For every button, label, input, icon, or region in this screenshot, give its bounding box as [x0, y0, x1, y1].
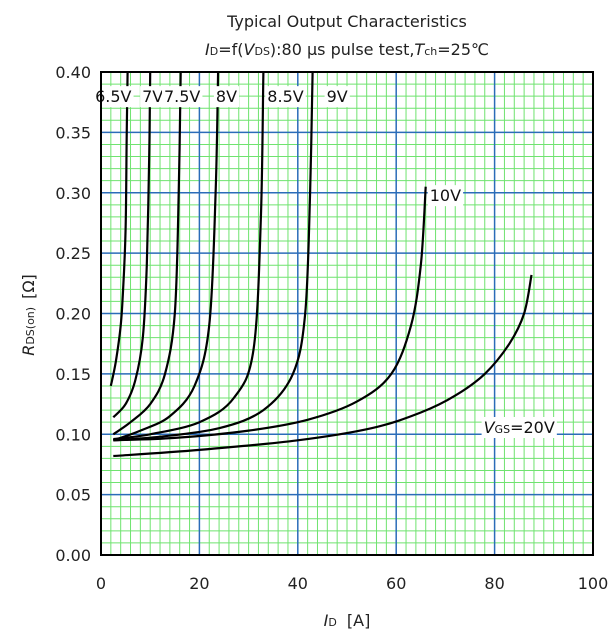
- curve-label: 8V: [216, 87, 237, 106]
- curve-label-background: [140, 86, 166, 108]
- curve-label-background: [93, 86, 134, 108]
- plot-frame: [100, 71, 594, 556]
- x-axis-label: ID [A]: [324, 611, 371, 630]
- curve-label: VGS=20V: [484, 418, 555, 437]
- curve-label: 9V: [327, 87, 348, 106]
- y-tick-label: 0.20: [55, 305, 91, 324]
- chart-subtitle: ID=f(VDS):80 μs pulse test,Tch=25℃: [205, 40, 489, 59]
- x-tick-label: 60: [386, 574, 406, 593]
- curve-label: 10V: [430, 186, 461, 205]
- y-tick-label: 0.05: [55, 486, 91, 505]
- x-tick-label: 40: [288, 574, 308, 593]
- x-tick-label: 100: [578, 574, 609, 593]
- series-line-7v: [112, 71, 152, 419]
- series-line-8v: [112, 71, 220, 442]
- curve-label-background: [213, 86, 240, 108]
- major-gridlines: [101, 72, 593, 555]
- x-tick-labels: 0 20 40 60 80 100: [96, 574, 608, 593]
- x-tick-label: 0: [96, 574, 106, 593]
- y-tick-label: 0.00: [55, 546, 91, 565]
- y-tick-label: 0.30: [55, 184, 91, 203]
- x-tick-label: 80: [484, 574, 504, 593]
- y-tick-label: 0.35: [55, 123, 91, 142]
- y-tick-label: 0.15: [55, 365, 91, 384]
- curve-label-background: [324, 86, 350, 108]
- curve-label: 8.5V: [267, 87, 303, 106]
- y-tick-label: 0.25: [55, 244, 91, 263]
- curve-label-background: [427, 185, 464, 207]
- series-lines: [109, 71, 533, 458]
- y-tick-label: 0.40: [55, 63, 91, 82]
- curve-label-background: [265, 86, 306, 108]
- series-line-7-5v: [112, 71, 182, 436]
- y-tick-label: 0.10: [55, 425, 91, 444]
- plot-border: [100, 71, 594, 556]
- y-axis-label: RDS(on)[Ω]: [19, 274, 38, 356]
- series-line-10v: [113, 186, 427, 442]
- curve-label: 6.5V: [95, 87, 131, 106]
- curve-label: 7V: [142, 87, 163, 106]
- curve-labels: 6.5V 7V 7.5V 8V 8.5V 9V 10V VGS=20V: [93, 86, 557, 439]
- chart-title: Typical Output Characteristics: [226, 12, 467, 31]
- series-line-8-5v: [113, 71, 265, 441]
- x-tick-label: 20: [189, 574, 209, 593]
- series-line-9v: [113, 71, 314, 442]
- y-tick-labels: 0.00 0.05 0.10 0.15 0.20 0.25 0.30 0.35 0.40: [55, 63, 91, 565]
- curve-label-background: [161, 86, 203, 108]
- curve-label: 7.5V: [164, 87, 200, 106]
- series-line-vgs-20v: [113, 274, 533, 458]
- series-line-6-5v: [109, 71, 129, 387]
- curve-label-background: [481, 417, 557, 439]
